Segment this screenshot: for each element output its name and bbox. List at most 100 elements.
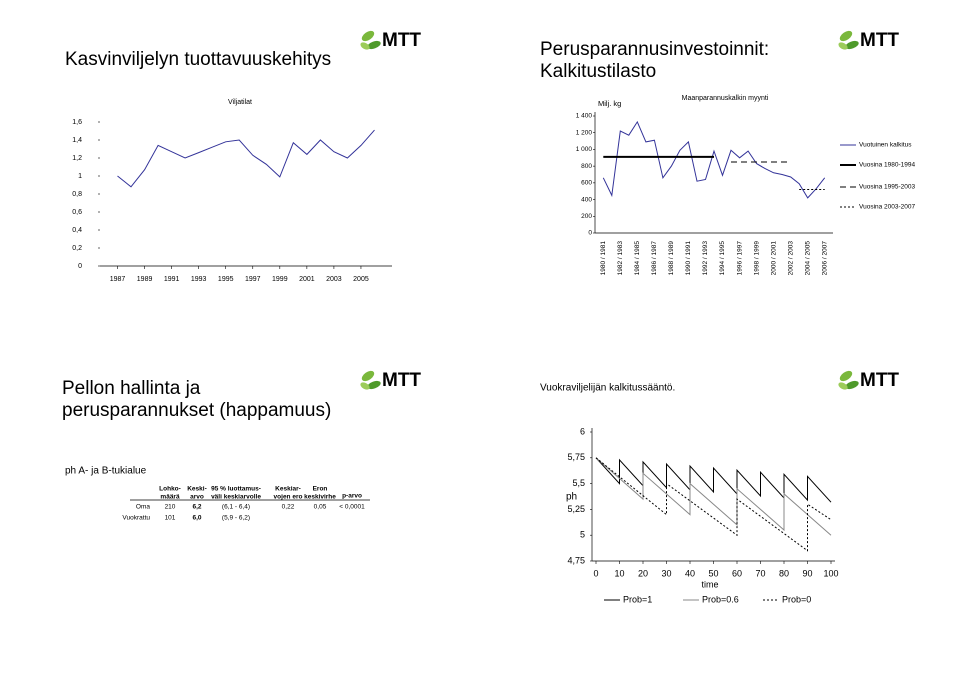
- table-cell: Oma: [136, 504, 150, 511]
- logo-leaf: [845, 380, 859, 390]
- table-cell: 0,05: [314, 504, 327, 511]
- data-line: [117, 129, 375, 188]
- y-axis-title: ph: [566, 492, 577, 503]
- logo-leaf: [838, 42, 848, 50]
- x-tick-label: 2000 / 2001: [770, 241, 777, 276]
- table-header: p-arvo: [342, 493, 362, 500]
- slide-title: Perusparannusinvestoinnit:: [540, 39, 769, 60]
- table-header: väli keskiarvolle: [211, 494, 261, 501]
- y-tick-label: 0,8: [72, 191, 82, 198]
- y-axis-title: Milj. kg: [598, 99, 621, 108]
- logo-leaf: [845, 40, 859, 50]
- x-tick-label: 1998 / 1999: [753, 241, 760, 276]
- slide-title: perusparannukset (happamuus): [62, 400, 331, 421]
- legend-label: Vuosina 1995-2003: [859, 184, 916, 191]
- x-tick-label: 2001: [299, 276, 315, 283]
- table-header: 95 % luottamus-: [211, 486, 261, 493]
- table-header: arvo: [190, 494, 204, 501]
- slide-title: Vuokraviljelijän kalkitussääntö.: [540, 383, 675, 394]
- x-tick-label: 90: [802, 568, 812, 578]
- table-cell: Vuokrattu: [122, 515, 150, 522]
- x-tick-label: 2003: [326, 276, 342, 283]
- logo-text: MTT: [382, 30, 421, 51]
- table-header: keskivirhe: [304, 494, 336, 501]
- y-tick-label: 0,6: [72, 209, 82, 216]
- chart-title: Maanparannuskalkin myynti: [682, 95, 769, 102]
- table-header: Eron: [313, 486, 328, 493]
- chart-title: Viljatilat: [228, 99, 252, 106]
- x-tick-label: 0: [593, 568, 598, 578]
- y-tick-label: 5,25: [567, 504, 585, 514]
- x-tick-label: 1988 / 1989: [668, 241, 675, 276]
- y-tick-label: 1: [78, 173, 82, 180]
- logo-leaf: [361, 30, 375, 42]
- logo-text: MTT: [382, 370, 421, 391]
- legend-label: Vuosina 2003-2007: [859, 204, 916, 211]
- legend-label: Prob=0: [782, 594, 811, 604]
- table-header: Keski-: [187, 486, 207, 493]
- table-cell: 6,0: [192, 515, 201, 522]
- x-tick-label: 2006 / 2007: [821, 241, 828, 276]
- logo-leaf: [839, 370, 853, 382]
- x-tick-label: 1987: [110, 276, 126, 283]
- table-cell: 0,22: [282, 504, 295, 511]
- x-axis-title: time: [701, 579, 718, 589]
- logo-leaf: [361, 370, 375, 382]
- legend-label: Prob=0.6: [702, 594, 739, 604]
- data-line: [595, 457, 832, 536]
- table-cell: 101: [165, 515, 176, 522]
- legend-label: Prob=1: [623, 594, 652, 604]
- logo-leaf: [360, 42, 370, 50]
- y-tick-label: 0,2: [72, 245, 82, 252]
- table-header: Lohko-: [159, 486, 181, 493]
- y-tick-label: 1 200: [576, 129, 593, 136]
- x-tick-label: 1997: [245, 276, 261, 283]
- x-tick-label: 2004 / 2005: [804, 241, 811, 276]
- x-tick-label: 1990 / 1991: [685, 241, 692, 276]
- logo-leaf: [367, 380, 381, 390]
- table-cell: 210: [165, 504, 176, 511]
- slide-subtitle: ph A- ja B-tukialue: [65, 466, 147, 477]
- slide-title: Kasvinviljelyn tuottavuuskehitys: [65, 49, 331, 70]
- y-tick-label: 5,5: [572, 478, 585, 488]
- x-tick-label: 1999: [272, 276, 288, 283]
- x-tick-label: 20: [638, 568, 648, 578]
- x-tick-label: 1996 / 1997: [736, 241, 743, 276]
- x-tick-label: 10: [614, 568, 624, 578]
- y-tick-label: 1 400: [576, 113, 593, 120]
- y-tick-label: 1,4: [72, 137, 82, 144]
- y-tick-label: 800: [581, 163, 592, 170]
- table-cell: (5,9 - 6,2): [222, 515, 250, 522]
- y-tick-label: 400: [581, 196, 592, 203]
- x-tick-label: 1989: [137, 276, 153, 283]
- logo-leaf: [360, 382, 370, 390]
- y-tick-label: 600: [581, 180, 592, 187]
- x-tick-label: 1994 / 1995: [719, 241, 726, 276]
- y-tick-label: 1 000: [576, 146, 593, 153]
- y-tick-label: 1,2: [72, 155, 82, 162]
- table-header: vojen ero: [274, 494, 303, 501]
- x-tick-label: 1982 / 1983: [617, 241, 624, 276]
- logo-leaf: [839, 30, 853, 42]
- x-tick-label: 2002 / 2003: [787, 241, 794, 276]
- x-tick-label: 1986 / 1987: [651, 241, 658, 276]
- table-cell: < 0,0001: [339, 504, 365, 511]
- y-tick-label: 200: [581, 213, 592, 220]
- x-tick-label: 100: [823, 568, 838, 578]
- logo-leaf: [838, 382, 848, 390]
- x-tick-label: 70: [755, 568, 765, 578]
- logo-text: MTT: [860, 370, 899, 391]
- legend-label: Vuotuinen kalkitus: [859, 142, 912, 149]
- legend-label: Vuosina 1980-1994: [859, 162, 916, 169]
- x-tick-label: 1984 / 1985: [634, 241, 641, 276]
- x-tick-label: 80: [779, 568, 789, 578]
- y-tick-label: 6: [580, 426, 585, 436]
- table-header: määrä: [160, 494, 180, 501]
- x-tick-label: 30: [661, 568, 671, 578]
- table-cell: 6,2: [192, 504, 201, 511]
- x-tick-label: 1991: [164, 276, 180, 283]
- x-tick-label: 40: [685, 568, 695, 578]
- y-tick-label: 5: [580, 530, 585, 540]
- y-tick-label: 1,6: [72, 119, 82, 126]
